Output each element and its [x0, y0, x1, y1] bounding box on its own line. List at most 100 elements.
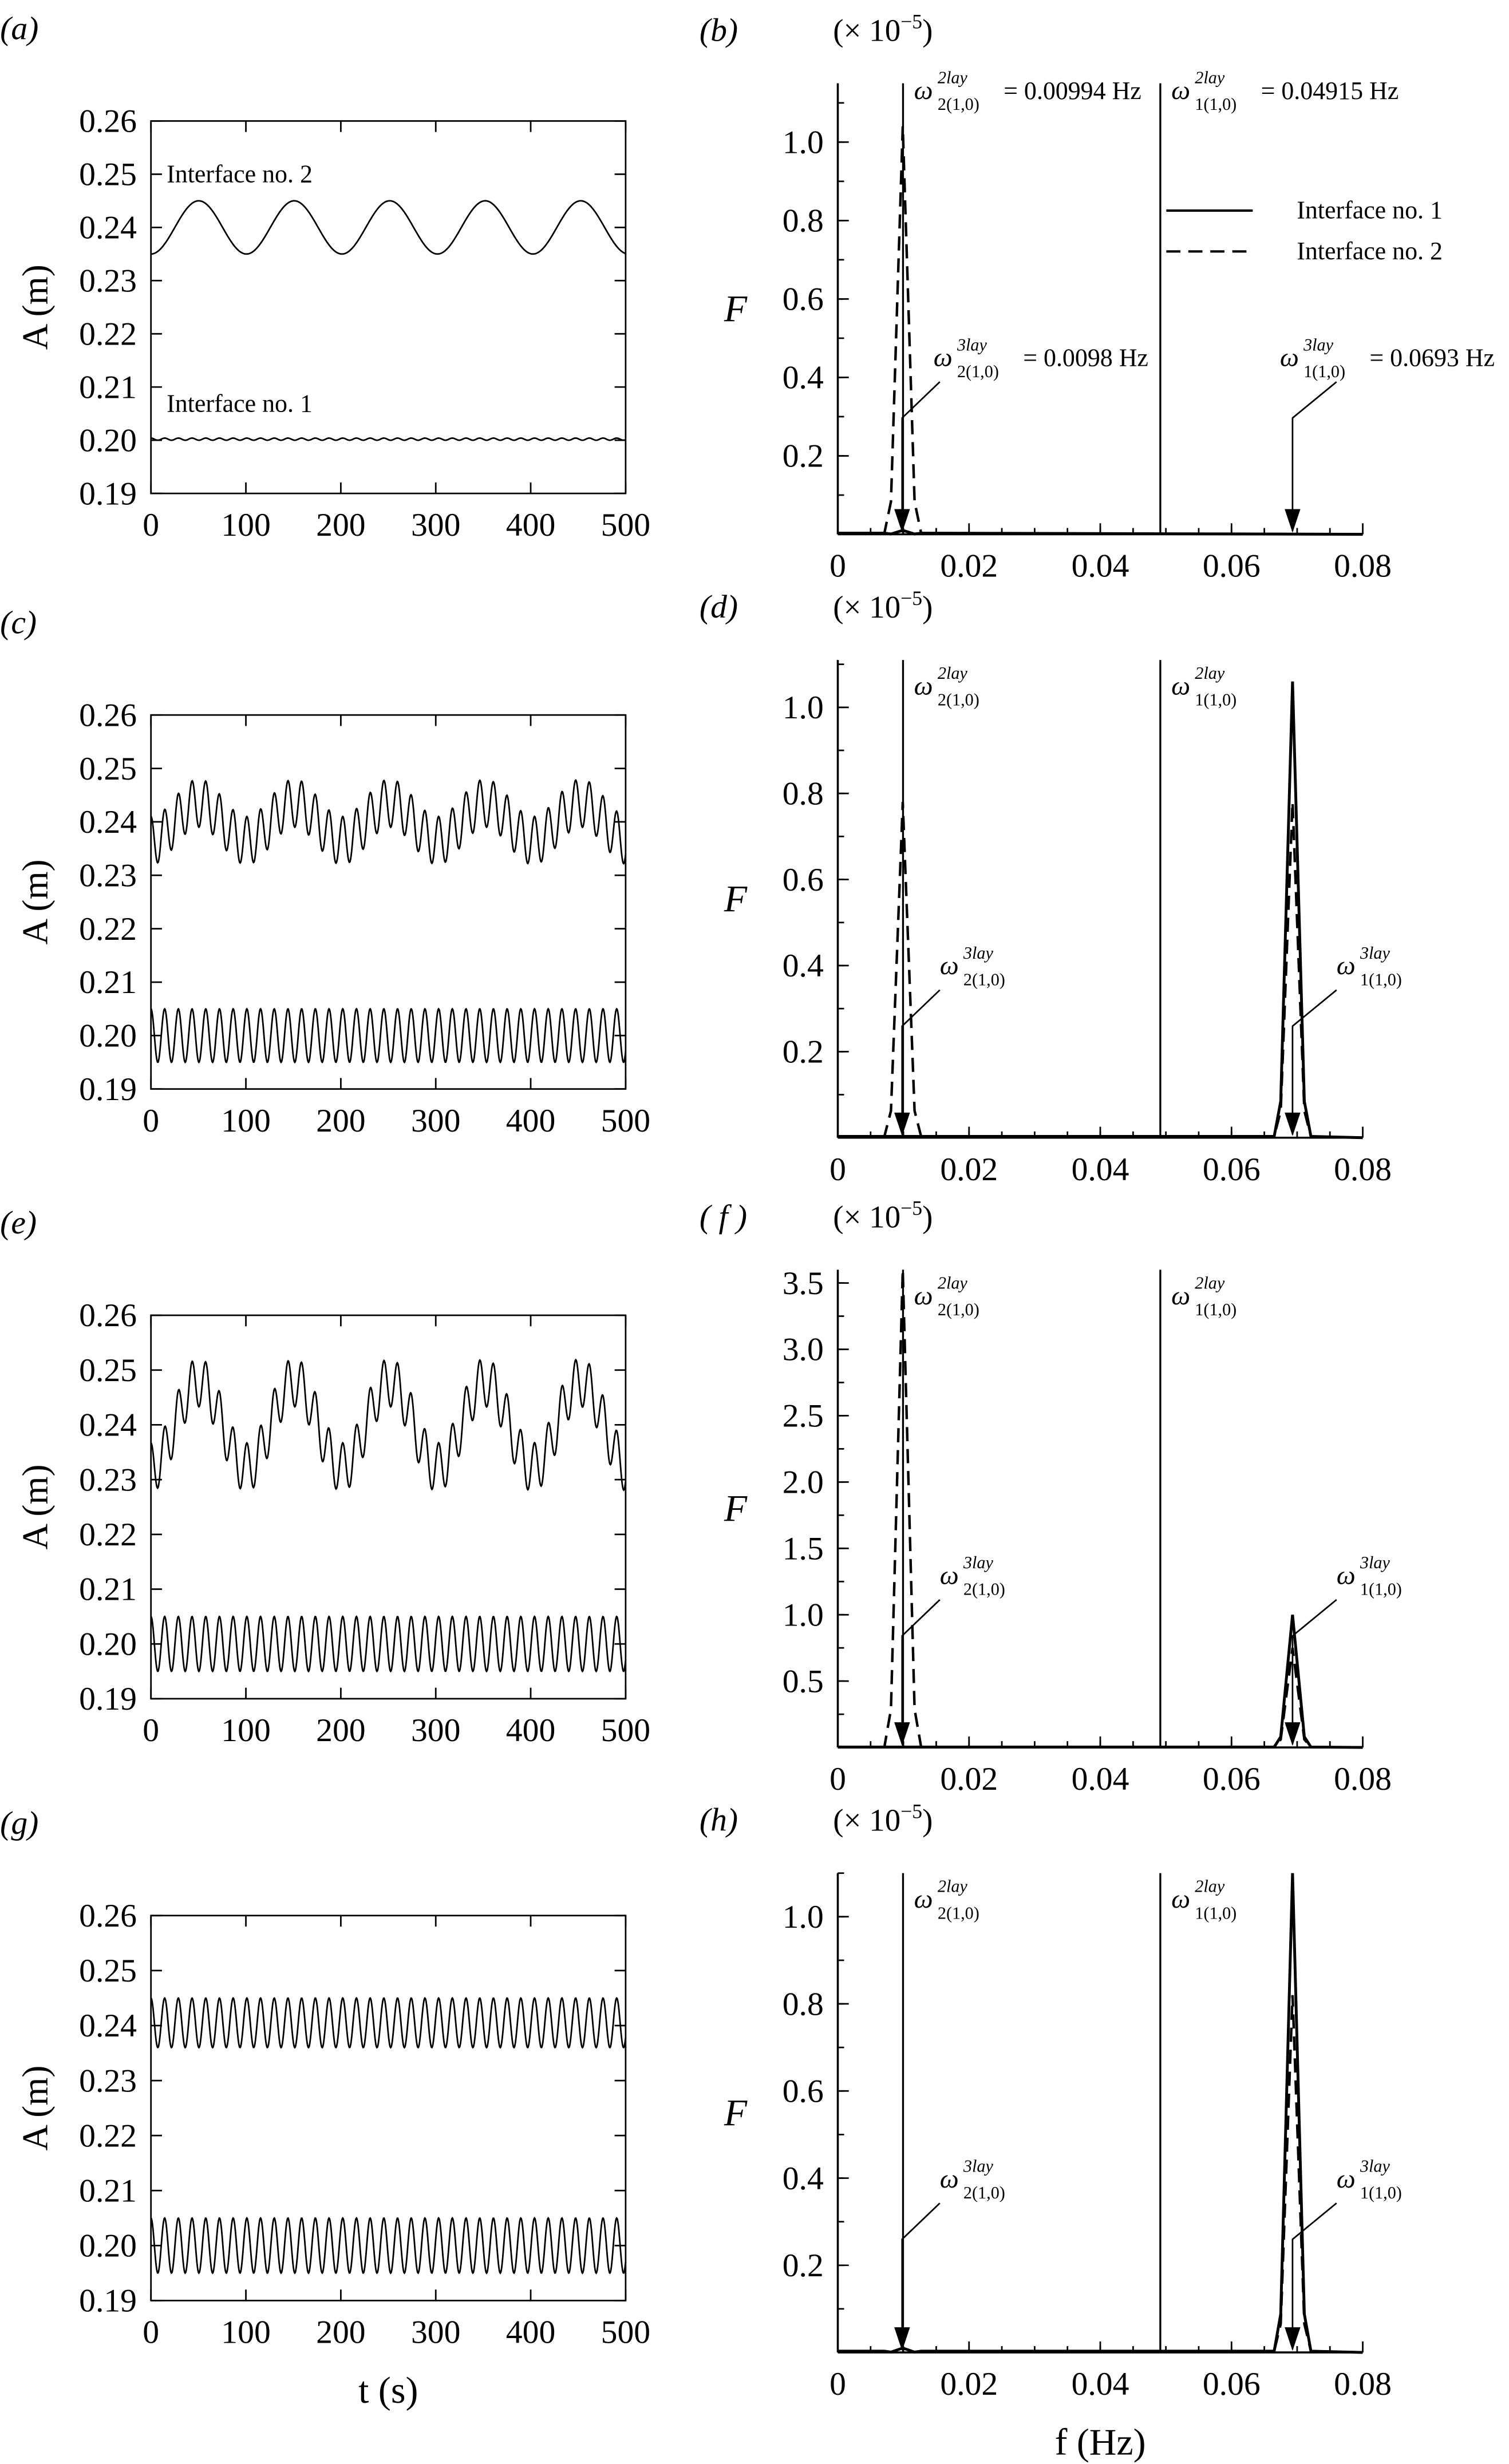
omega-subscript: 1(1,0): [1360, 2183, 1402, 2202]
omega-value: = 0.04915 Hz: [1261, 77, 1399, 105]
x-tick-label: 300: [411, 2315, 460, 2351]
y-tick-label: 1.0: [783, 1899, 824, 1935]
y-tick-label: 0.20: [79, 422, 137, 458]
legend-label: Interface no. 1: [1297, 196, 1443, 224]
plot-frame: [150, 1915, 627, 2301]
y-tick-label: 0.2: [783, 2248, 824, 2284]
omega-symbol: ω: [1171, 671, 1190, 701]
omega-symbol: ω: [940, 2164, 959, 2194]
y-tick-label: 0.25: [79, 1953, 137, 1989]
x-tick-label: 0.06: [1203, 1152, 1261, 1188]
panel-f: ( f ) (× 10−5) 0 0.02 0.04 0.06 0.08 0.5 1.0 1.5 2…: [700, 1196, 1402, 1797]
spectrum-solid: [838, 681, 1363, 1140]
y-tick-label: 0.23: [79, 1462, 137, 1498]
y-tick-label: 0.6: [783, 282, 824, 318]
panel-label: (d): [700, 589, 738, 625]
omega-subscript: 2(1,0): [938, 1903, 979, 1923]
x-tick-label: 0.08: [1334, 2366, 1392, 2402]
omega-value: = 0.00994 Hz: [1004, 77, 1141, 105]
reference-label: ω 2lay 1(1,0): [1171, 1877, 1237, 1923]
x-tick-label: 0.08: [1334, 548, 1392, 584]
y-axis-label: F: [724, 2092, 748, 2134]
x-tick-label: 0: [143, 1712, 159, 1749]
omega-superscript: 3lay: [963, 1553, 994, 1572]
panel-label: (a): [0, 11, 38, 47]
omega-superscript: 3lay: [963, 943, 994, 963]
x-tick-label: 0.06: [1203, 2366, 1261, 2402]
x-tick-label: 200: [316, 507, 365, 543]
omega-subscript: 1(1,0): [1195, 1300, 1237, 1319]
y-tick-label: 0.24: [79, 1407, 137, 1443]
x-tick-label: 500: [601, 1103, 650, 1139]
y-multiplier: (× 10−5): [833, 1196, 933, 1234]
panel-label: (g): [0, 1805, 38, 1841]
x-tick-label: 0.02: [940, 1152, 998, 1188]
omega-symbol: ω: [1280, 343, 1299, 373]
y-tick-label: 0.4: [783, 360, 824, 396]
omega-value: = 0.0098 Hz: [1023, 344, 1148, 372]
omega-symbol: ω: [940, 1561, 959, 1591]
y-tick-label: 0.21: [79, 369, 137, 405]
arrow-head: [894, 509, 910, 533]
y-tick-label: 0.22: [79, 911, 137, 947]
y-tick-label: 0.8: [783, 776, 824, 812]
omega-superscript: 3lay: [1303, 335, 1334, 354]
y-tick-label: 0.23: [79, 263, 137, 299]
arrow-line: [901, 1599, 941, 1745]
omega-superscript: 3lay: [963, 2156, 994, 2176]
y-tick-label: 0.6: [783, 862, 824, 898]
y-multiplier: (× 10−5): [833, 10, 933, 48]
y-tick-label: 3.5: [783, 1265, 824, 1302]
y-tick-label: 0.23: [79, 857, 137, 893]
omega-superscript: 3lay: [957, 335, 987, 354]
y-tick-label: 0.2: [783, 438, 824, 474]
x-tick-label: 100: [221, 2315, 270, 2351]
y-tick-label: 0.20: [79, 2228, 137, 2264]
y-axis-label: F: [724, 1488, 748, 1530]
x-tick-label: 200: [316, 1712, 365, 1749]
y-tick-label: 1.0: [783, 1597, 824, 1633]
panel-c: (c) 0 100 200 300 400 500 0.19 0.20 0.21 0.22 0.23 0…: [0, 604, 650, 1138]
panel-a: (a) 0 100 200 300 400 500 0.19 0.20 0.21 0.22 0.23 0…: [0, 11, 650, 544]
omega-subscript: 2(1,0): [938, 1300, 979, 1319]
omega-subscript: 1(1,0): [1195, 94, 1237, 114]
y-tick-label: 0.20: [79, 1018, 137, 1054]
x-tick-label: 0: [829, 1761, 846, 1797]
y-tick-label: 0.19: [79, 2283, 137, 2319]
x-tick-label: 500: [601, 507, 650, 543]
arrow-line: [901, 381, 941, 531]
arrow-head: [1285, 1722, 1301, 1746]
y-tick-label: 0.22: [79, 1517, 137, 1553]
x-tick-label: 0: [829, 2366, 846, 2402]
y-tick-label: 0.19: [79, 476, 137, 512]
omega-subscript: 2(1,0): [957, 362, 999, 381]
x-tick-label: 400: [506, 507, 555, 543]
arrow-label: ω 3lay 2(1,0): [940, 943, 1005, 990]
omega-superscript: 2lay: [1195, 1273, 1225, 1292]
x-tick-label: 0: [143, 507, 159, 543]
y-axis-label: A (m): [15, 2066, 56, 2151]
omega-superscript: 2lay: [938, 68, 968, 88]
x-tick-label: 0.06: [1203, 1761, 1261, 1797]
x-tick-label: 200: [316, 1103, 365, 1139]
x-tick-label: 0.04: [1072, 1761, 1129, 1797]
panel-e: (e) 0 100 200 300 400 500 0.19 0.20 0.21 0.22 0.23 0…: [0, 1205, 650, 1749]
arrow-label: ω 3lay 2(1,0): [940, 2156, 1005, 2202]
series-line-interface-no-1: [150, 1007, 627, 1064]
x-tick-label: 400: [506, 2315, 555, 2351]
spectrum-dashed: [838, 126, 1363, 536]
omega-superscript: 2lay: [1195, 663, 1225, 683]
omega-symbol: ω: [1171, 76, 1190, 105]
omega-subscript: 2(1,0): [963, 1580, 1005, 1599]
omega-value: = 0.0693 Hz: [1369, 344, 1495, 372]
arrow-head: [894, 1722, 910, 1746]
omega-subscript: 1(1,0): [1195, 690, 1237, 710]
x-tick-label: 0.08: [1334, 1152, 1392, 1188]
x-tick-label: 100: [221, 1712, 270, 1749]
omega-symbol: ω: [914, 1884, 933, 1914]
series-annotation: Interface no. 2: [167, 160, 313, 188]
series-annotation: Interface no. 1: [167, 389, 313, 417]
y-tick-label: 0.26: [79, 1898, 137, 1934]
omega-superscript: 2lay: [1195, 1877, 1225, 1896]
y-tick-label: 0.24: [79, 2008, 137, 2044]
